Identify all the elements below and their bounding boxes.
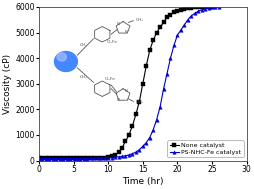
Legend: None catalyst, PS-NHC-Fe catalyst: None catalyst, PS-NHC-Fe catalyst	[167, 140, 243, 157]
None catalyst	[210, 6, 213, 8]
PS-NHC-Fe catalyst	[141, 145, 144, 147]
PS-NHC-Fe catalyst	[86, 157, 89, 160]
Line: None catalyst: None catalyst	[37, 5, 213, 160]
None catalyst	[206, 6, 209, 8]
None catalyst	[92, 157, 96, 159]
Line: PS-NHC-Fe catalyst: PS-NHC-Fe catalyst	[37, 5, 220, 160]
PS-NHC-Fe catalyst	[196, 10, 199, 12]
None catalyst	[151, 39, 154, 41]
PS-NHC-Fe catalyst	[144, 142, 147, 144]
None catalyst	[37, 157, 40, 159]
None catalyst	[75, 157, 78, 159]
Y-axis label: Viscosity (cP): Viscosity (cP)	[4, 54, 12, 114]
X-axis label: Time (hr): Time (hr)	[122, 177, 163, 186]
None catalyst	[89, 157, 92, 159]
PS-NHC-Fe catalyst	[217, 6, 220, 8]
PS-NHC-Fe catalyst	[151, 129, 154, 131]
None catalyst	[161, 21, 164, 23]
None catalyst	[203, 6, 206, 8]
PS-NHC-Fe catalyst	[37, 157, 40, 160]
PS-NHC-Fe catalyst	[175, 34, 178, 36]
